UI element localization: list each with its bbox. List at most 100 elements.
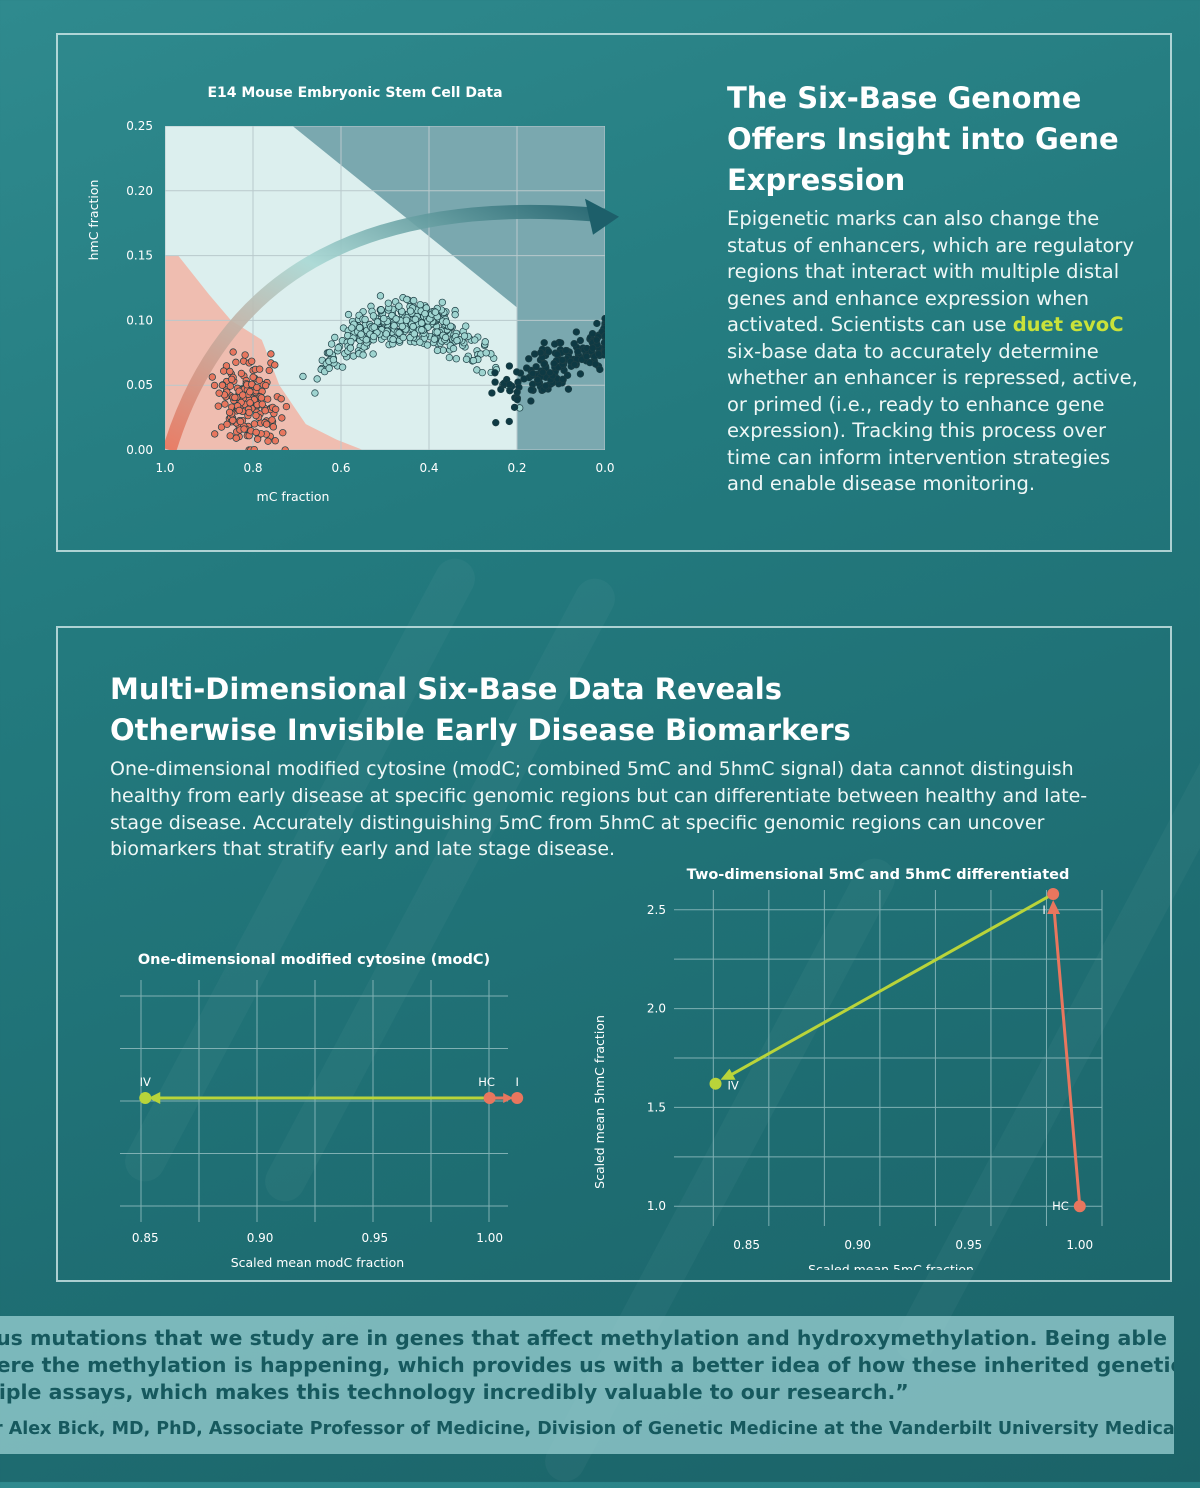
scatter-point [359, 351, 367, 359]
scatter-point [402, 316, 411, 324]
x-tick-label: 0.8 [243, 461, 262, 475]
y-tick-label: 0.00 [126, 443, 153, 457]
scatter-point [505, 362, 514, 370]
scatter-point [369, 312, 378, 320]
scatter-point [481, 338, 489, 346]
modc-point [483, 1092, 496, 1104]
region-orange [165, 255, 363, 450]
scatter-point [215, 389, 223, 397]
scatter-point [505, 380, 514, 389]
scatter-point [491, 378, 499, 386]
scatter-point [418, 319, 426, 327]
scatter-point [248, 357, 256, 365]
scatter-point [271, 361, 279, 369]
scatter-point [232, 358, 240, 366]
scatter-point [576, 336, 584, 345]
scatter-point [250, 420, 259, 428]
scatter-point [228, 375, 236, 384]
modc-arrowhead [148, 1092, 161, 1104]
scatter-point [252, 428, 260, 436]
scatter-point [596, 365, 604, 374]
scatter-point [460, 332, 469, 340]
x-tick-label: 0.2 [507, 461, 526, 475]
scatter-point [265, 366, 273, 375]
quote-line: ltiple assays, which makes this technolo… [0, 1380, 909, 1404]
scatter-point [279, 429, 287, 437]
scatter-point [255, 365, 264, 373]
scatter-point [574, 348, 582, 356]
scatter-point [261, 407, 269, 415]
scatter-point [376, 292, 385, 300]
scatter-point [558, 356, 566, 364]
scatter-point [369, 350, 377, 358]
scatter-point [582, 352, 591, 361]
x-tick-label: 1.00 [1066, 1238, 1093, 1252]
scatter-point [478, 368, 486, 377]
scatter-point [530, 350, 539, 358]
scatter-point [410, 296, 418, 305]
scatter-point [334, 344, 342, 352]
scatter-point [245, 408, 253, 417]
trajectory-arrowhead [585, 198, 619, 235]
y-axis-label: Scaled mean 5hmC fraction [592, 1015, 607, 1189]
scatter-point [540, 339, 548, 347]
scatter-point [395, 329, 403, 337]
scatter-point [410, 330, 418, 338]
scatter-point [264, 395, 272, 403]
scatter-point [572, 328, 581, 336]
scatter-point [453, 336, 461, 345]
scatter-point [488, 389, 496, 397]
scatter-point [210, 381, 219, 390]
y-tick-label: 1.0 [647, 1199, 666, 1213]
chart-title: One-dimensional modified cytosine (modC) [138, 952, 490, 968]
scatter-point [346, 344, 355, 352]
x-tick-label: 0.0 [595, 461, 614, 475]
x-tick-label: 0.90 [844, 1238, 871, 1252]
scatter-point [520, 375, 528, 383]
x-tick-label: 0.85 [132, 1231, 159, 1245]
scatter-point [327, 340, 336, 348]
scatter-point [257, 394, 266, 402]
modc-point [139, 1092, 152, 1104]
scatter-chart: E14 Mouse Embryonic Stem Cell Data 1.0 0.8… [86, 85, 619, 504]
scatter-point [544, 347, 553, 356]
scatter-point [246, 388, 254, 396]
section1-body-text-end: six-base data to accurately determine wh… [727, 339, 1138, 496]
scatter-point [253, 383, 261, 392]
x-tick-label: 0.6 [331, 461, 350, 475]
scatter-point [344, 310, 353, 319]
scatter-point [594, 350, 603, 358]
y-tick-label: 0.10 [126, 313, 153, 327]
scatter-point [492, 419, 500, 427]
plot-area [165, 126, 605, 450]
scatter-point [241, 351, 249, 359]
scatter-point [282, 402, 291, 411]
scatter-point [237, 369, 246, 378]
point-marker [1073, 1200, 1086, 1213]
y-tick-label: 0.05 [126, 378, 153, 392]
section1-title: The Six-Base Genome Offers Insight into … [727, 81, 1119, 197]
scatter-point [576, 370, 585, 378]
scatter-point [600, 339, 605, 347]
scatter-point [563, 371, 572, 379]
section2-title-line1: Multi-Dimensional Six-Base Data Reveals [110, 672, 782, 706]
scatter-point [550, 359, 558, 368]
scatter-point [325, 348, 334, 357]
scatter-point [370, 323, 378, 331]
scatter-point [506, 386, 514, 395]
quote-line: ous mutations that we study are in genes… [0, 1326, 1167, 1350]
scatter-point [527, 397, 535, 405]
panel-multi-dimensional [56, 626, 1172, 1282]
scatter-point [226, 382, 234, 390]
x-axis-label: Scaled mean modC fraction [231, 1255, 404, 1270]
point-marker [709, 1077, 722, 1090]
scatter-point [347, 337, 355, 346]
modc-1d-chart: One-dimensional modified cytosine (modC)… [120, 952, 524, 1270]
chart-title: E14 Mouse Embryonic Stem Cell Data [207, 85, 502, 101]
scatter-point [589, 344, 597, 352]
scatter-point [533, 376, 542, 384]
section2-title: Multi-Dimensional Six-Base Data Reveals O… [110, 669, 1010, 751]
x-tick-label: 1.0 [155, 461, 174, 475]
scatter-point [331, 333, 339, 342]
scatter-point [380, 314, 388, 323]
